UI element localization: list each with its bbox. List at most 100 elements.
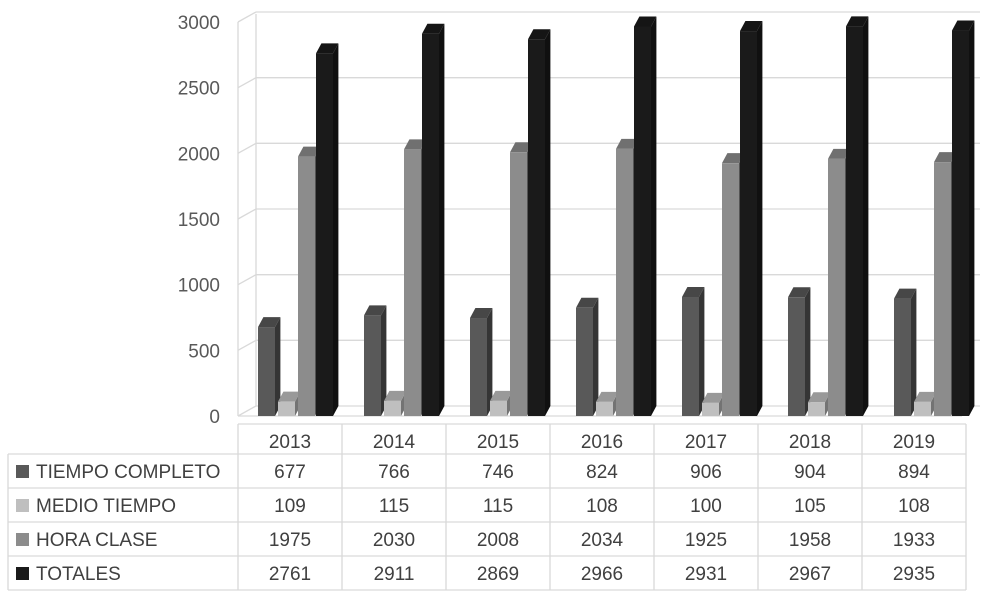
category-label: 2018 [789,432,831,453]
bar-top [576,297,599,308]
bar [470,318,487,416]
category-label: 2015 [477,432,519,453]
bar-top [914,391,937,402]
bar [316,53,333,416]
bar-top [470,308,493,319]
row-label: MEDIO TIEMPO [36,496,176,517]
bar [258,327,275,416]
bar [364,315,381,416]
bar-side [487,308,493,416]
bar-side [651,16,657,417]
bar [934,162,951,416]
bar [596,401,613,416]
bar-side [757,21,763,416]
bar-top [740,21,763,32]
legend-swatch [16,567,29,580]
legend-swatch [16,465,29,478]
table-cell: 2761 [269,564,311,585]
bar-side [593,297,599,416]
table-cell: 109 [274,496,306,517]
bar-side [805,287,811,416]
gridline-side [237,11,257,23]
bar [722,163,739,416]
y-tick-label: 1000 [178,276,220,297]
table-cell: 2034 [581,530,624,551]
bar [278,401,295,416]
row-label: TIEMPO COMPLETO [36,462,220,483]
table-cell: 1975 [269,530,311,551]
bar-top [634,16,657,27]
table-cell: 108 [586,496,618,517]
bar [528,39,545,417]
bar [952,30,969,416]
table-cell: 115 [483,496,513,517]
bar-top [808,392,831,403]
bar-top [934,152,957,163]
row-label: HORA CLASE [36,530,157,551]
bar [576,307,593,416]
table-cell: 108 [898,496,930,517]
table-cell: 746 [482,462,514,483]
row-label: TOTALES [36,564,121,585]
y-tick-label: 0 [209,407,220,428]
table-cell: 2966 [581,564,623,585]
bar [634,26,651,417]
bar-top [278,391,301,402]
bar-top [702,392,725,403]
bar-top [384,390,407,401]
bar-top [316,43,339,54]
table-cell: 766 [378,462,410,483]
bar-side [699,287,705,416]
bar-top [616,138,639,149]
bar-side [969,20,975,416]
y-tick-label: 500 [188,341,220,362]
table-cell: 2935 [893,564,935,585]
bar [384,400,401,416]
bar-side [545,29,551,417]
table-cell: 894 [898,462,930,483]
bar-top [404,139,427,150]
table-cell: 906 [690,462,722,483]
bar [846,26,863,417]
table-cell: 2967 [789,564,831,585]
bar-top [788,287,811,298]
category-label: 2014 [373,432,416,453]
bar-side [275,317,281,416]
bar-top [298,146,321,157]
bar-top [490,390,513,401]
bar-top [952,20,975,31]
table-cell: 1925 [685,530,727,551]
table-cell: 115 [379,496,409,517]
bar [682,297,699,416]
bar-side [863,16,869,417]
y-tick-label: 2500 [178,79,220,100]
bar [808,402,825,416]
bar [510,152,527,417]
category-label: 2016 [581,432,623,453]
bar [788,297,805,416]
gridline-side [237,77,257,89]
bar-top [258,317,281,328]
table-cell: 2030 [373,530,415,551]
gridline-side [237,405,257,417]
legend-swatch [16,533,29,546]
table-cell: 677 [274,462,306,483]
gridline-side [237,208,257,220]
bar-side [333,43,339,416]
y-tick-label: 3000 [178,13,220,34]
category-label: 2017 [685,432,727,453]
bar-top [422,23,445,34]
bar-side [911,288,917,416]
table-cell: 2911 [374,564,415,585]
table-cell: 2931 [685,564,727,585]
table-cell: 1958 [789,530,831,551]
bar-top [364,305,387,316]
bar [702,402,719,416]
table-cell: 100 [690,496,722,517]
table-cell: 824 [586,462,618,483]
bar-side [381,305,387,416]
bar-top [682,287,705,298]
bar-top [510,142,533,153]
bar [894,298,911,416]
